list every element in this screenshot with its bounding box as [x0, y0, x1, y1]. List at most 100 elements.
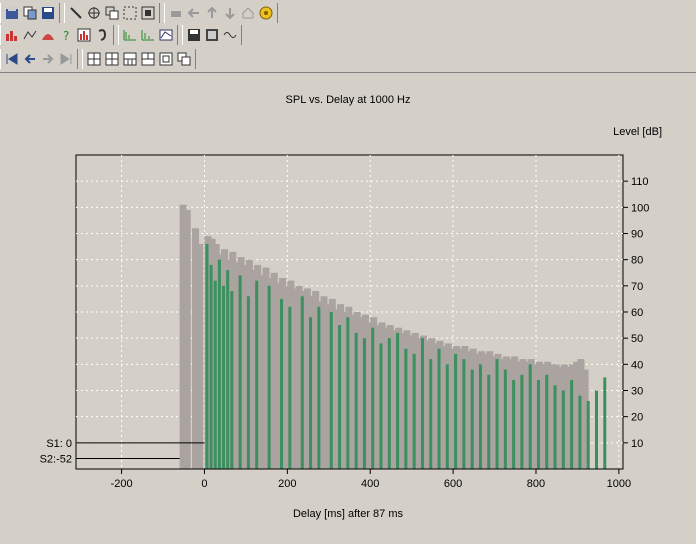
grid-bottom-icon[interactable]	[121, 50, 139, 68]
bar-s1	[354, 332, 358, 469]
copy-icon[interactable]	[21, 4, 39, 22]
bar-s2	[374, 325, 382, 469]
single-view-icon[interactable]	[157, 50, 175, 68]
bar-s1	[528, 364, 532, 469]
prev-icon[interactable]	[21, 50, 39, 68]
bar-s2	[399, 332, 407, 469]
bar-s1	[487, 374, 491, 469]
bar-s1	[346, 317, 350, 469]
x-tick-label: 400	[361, 478, 379, 490]
bar-s1	[545, 374, 549, 469]
bar-s2	[196, 243, 204, 469]
bar-s1	[205, 243, 209, 469]
bar-s1	[280, 298, 284, 469]
zoom-fit-icon[interactable]	[121, 4, 139, 22]
y-tick-label: 80	[631, 255, 643, 267]
bar-s1	[379, 343, 383, 469]
next-icon[interactable]	[39, 50, 57, 68]
bar-s1	[226, 270, 230, 469]
zoom-all-icon[interactable]	[139, 4, 157, 22]
ear-icon[interactable]	[93, 26, 111, 44]
bar-s1	[309, 317, 313, 469]
bar-s1	[222, 285, 226, 469]
help-icon[interactable]: ?	[57, 26, 75, 44]
back-arrow-icon[interactable]	[185, 4, 203, 22]
target-icon[interactable]	[257, 4, 275, 22]
etc-icon[interactable]	[139, 26, 157, 44]
save-icon[interactable]	[39, 4, 57, 22]
toolbar-group-tools	[64, 3, 160, 23]
bar-s1	[217, 259, 221, 469]
y-tick-label: 10	[631, 438, 643, 450]
ir-icon[interactable]	[121, 26, 139, 44]
disk-icon[interactable]	[185, 26, 203, 44]
bar-s2	[270, 272, 278, 469]
y-tick-label: 110	[631, 176, 649, 188]
bar-s2	[320, 296, 328, 469]
bar-s2	[573, 361, 581, 469]
annotation-label: S1: 0	[46, 438, 72, 450]
bar-s2	[366, 322, 374, 469]
bar-s2	[515, 361, 523, 469]
surface-icon[interactable]	[21, 26, 39, 44]
crosshair-icon[interactable]	[85, 4, 103, 22]
film-icon[interactable]	[203, 26, 221, 44]
y-tick-label: 60	[631, 307, 643, 319]
bar-s2	[303, 288, 311, 469]
x-tick-label: -200	[111, 478, 133, 490]
bar-chart-icon[interactable]	[3, 26, 21, 44]
grid-top-icon[interactable]	[139, 50, 157, 68]
bar-s1	[520, 374, 524, 469]
bar-s2	[424, 340, 432, 469]
bar-s2	[250, 270, 258, 469]
bar-s2	[262, 267, 270, 469]
wave-icon[interactable]	[221, 26, 239, 44]
bar-s1	[437, 348, 441, 469]
bar-s2	[457, 348, 465, 469]
bar-s1	[255, 280, 259, 469]
window-icon[interactable]	[103, 4, 121, 22]
bar-s1	[230, 291, 234, 469]
bar-s1	[288, 306, 292, 469]
toolbar-row-2: ?	[0, 24, 320, 46]
bar-s1	[420, 338, 424, 469]
bar-s1	[603, 377, 607, 469]
bar-s2	[482, 353, 490, 469]
mound-icon[interactable]	[39, 26, 57, 44]
y-tick-label: 50	[631, 333, 643, 345]
bar-s2	[291, 288, 299, 469]
pointer-icon[interactable]	[67, 4, 85, 22]
mtf-icon[interactable]	[157, 26, 175, 44]
bar-s2	[415, 338, 423, 469]
grid-split-icon[interactable]	[103, 50, 121, 68]
y-tick-label: 40	[631, 359, 643, 371]
toolbar-group-export	[182, 25, 242, 45]
bar-s2	[332, 309, 340, 469]
y-tick-label: 20	[631, 412, 643, 424]
y-axis-label: Level [dB]	[613, 126, 662, 138]
cascade-icon[interactable]	[175, 50, 193, 68]
toolbar-group-file	[0, 3, 60, 23]
home-icon[interactable]	[239, 4, 257, 22]
toolbar-group-analysis: ?	[0, 25, 114, 45]
down-arrow-icon[interactable]	[221, 4, 239, 22]
bar-s1	[561, 390, 565, 469]
bar-s1	[470, 369, 474, 469]
up-arrow-icon[interactable]	[203, 4, 221, 22]
grid-4-icon[interactable]	[85, 50, 103, 68]
print-icon[interactable]	[167, 4, 185, 22]
bar-s2	[498, 359, 506, 469]
x-tick-label: 200	[278, 478, 296, 490]
histogram-icon[interactable]	[75, 26, 93, 44]
svg-text:?: ?	[63, 29, 69, 42]
bar-s1	[412, 353, 416, 469]
bar-s1	[429, 359, 433, 469]
annotation-label: S2:-52	[40, 454, 72, 466]
bar-s1	[300, 296, 304, 469]
open-icon[interactable]	[3, 4, 21, 22]
bar-s2	[341, 312, 349, 469]
bar-s1	[503, 369, 507, 469]
last-icon[interactable]	[57, 50, 75, 68]
first-icon[interactable]	[3, 50, 21, 68]
